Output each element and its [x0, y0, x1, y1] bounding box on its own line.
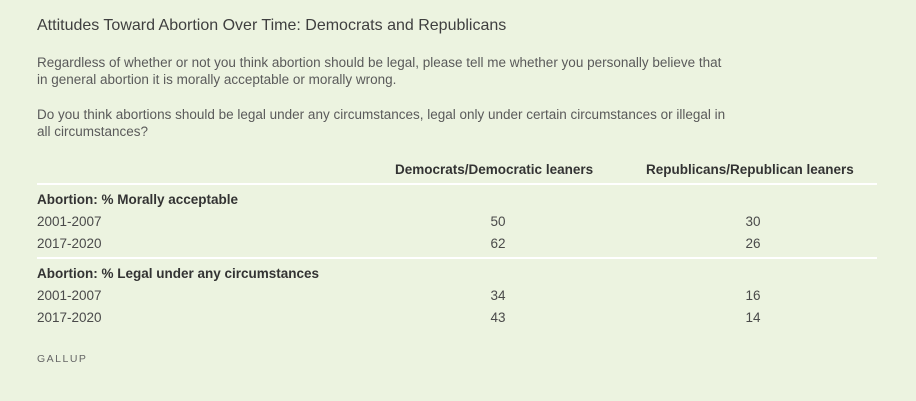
- column-header-republicans: Republicans/Republican leaners: [646, 162, 854, 177]
- row-label: 2017-2020: [37, 236, 102, 251]
- table-cell-democrats: 62: [490, 236, 506, 251]
- column-header-democrats: Democrats/Democratic leaners: [395, 162, 594, 177]
- section-heading-morally-acceptable: Abortion: % Morally acceptable: [37, 192, 239, 207]
- row-label: 2017-2020: [37, 310, 102, 325]
- source-label: GALLUP: [37, 353, 88, 365]
- section-heading-legal-any-circumstances: Abortion: % Legal under any circumstance…: [37, 266, 320, 281]
- table-cell-republicans: 30: [745, 214, 761, 229]
- table-cell-democrats: 34: [490, 288, 506, 303]
- chart-title: Attitudes Toward Abortion Over Time: Dem…: [37, 17, 507, 34]
- question-morality: Regardless of whether or not you think a…: [37, 55, 722, 87]
- header-divider: [37, 183, 877, 185]
- table-cell-republicans: 26: [745, 236, 761, 251]
- row-label: 2001-2007: [37, 214, 102, 229]
- table-cell-democrats: 50: [490, 214, 506, 229]
- table-cell-democrats: 43: [490, 310, 506, 325]
- section-divider: [37, 257, 877, 259]
- table-cell-republicans: 14: [745, 310, 761, 325]
- question-legality: Do you think abortions should be legal u…: [37, 107, 726, 139]
- row-label: 2001-2007: [37, 288, 102, 303]
- table-cell-republicans: 16: [745, 288, 761, 303]
